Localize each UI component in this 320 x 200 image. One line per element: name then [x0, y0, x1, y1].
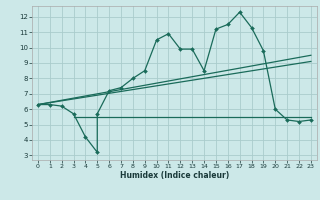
- X-axis label: Humidex (Indice chaleur): Humidex (Indice chaleur): [120, 171, 229, 180]
